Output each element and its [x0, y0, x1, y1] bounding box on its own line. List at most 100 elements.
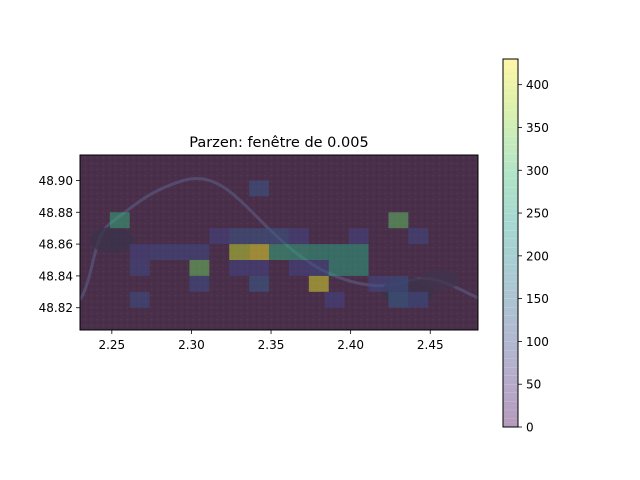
colorbar-band: [503, 302, 518, 308]
heatmap-cell: [388, 275, 409, 292]
colorbar-band: [503, 140, 518, 145]
colorbar-tick-label: 300: [526, 164, 549, 178]
colorbar-band: [503, 238, 518, 243]
map-park-west: [90, 227, 134, 253]
colorbar-band: [503, 114, 518, 119]
colorbar-band: [503, 243, 518, 248]
heatmap-cell: [189, 260, 210, 276]
heatmap-cell: [388, 291, 409, 308]
colorbar-band: [503, 106, 518, 111]
heatmap-cell: [189, 275, 210, 292]
colorbar-band: [503, 84, 518, 89]
colorbar-band: [503, 362, 518, 368]
heatmap-cell: [308, 244, 329, 260]
x-tick-label: 2.25: [98, 338, 125, 352]
colorbar-band: [503, 187, 518, 192]
plot-area: [79, 154, 479, 331]
colorbar-band: [503, 170, 518, 175]
colorbar-band: [503, 123, 518, 128]
heatmap-cell: [288, 228, 309, 245]
map-park-east-2: [420, 270, 460, 290]
colorbar-band: [503, 213, 518, 218]
colorbar-band: [503, 298, 518, 303]
x-tick-label: 2.30: [178, 338, 205, 352]
heatmap-cell: [288, 260, 309, 276]
heatmap-cell: [388, 212, 409, 229]
heatmap-cell: [169, 244, 190, 260]
colorbar-band: [503, 272, 518, 278]
colorbar-band: [503, 307, 518, 312]
heatmap-cell: [328, 260, 349, 276]
colorbar-tick-label: 0: [526, 421, 534, 435]
plot-frame: [79, 154, 479, 331]
x-axis: 2.25 2.30 2.35 2.40 2.45: [98, 330, 444, 352]
colorbar-tick-label: 100: [526, 335, 549, 349]
colorbar-band: [503, 268, 518, 273]
colorbar-band: [503, 127, 518, 132]
colorbar-tick-label: 400: [526, 78, 549, 92]
colorbar-band: [503, 174, 518, 179]
colorbar-band: [503, 285, 518, 291]
colorbar-band: [503, 251, 518, 256]
colorbar-band: [503, 388, 518, 393]
colorbar-band: [503, 208, 518, 214]
colorbar-band: [503, 153, 518, 158]
heatmap-cell: [348, 244, 369, 260]
heatmap-cell: [328, 244, 349, 260]
colorbar-band: [503, 379, 518, 385]
colorbar-band: [503, 414, 518, 419]
heatmap-cell: [129, 244, 150, 260]
chart-title: Parzen: fenêtre de 0.005: [189, 135, 368, 151]
heatmap-cell: [249, 244, 270, 260]
colorbar-band: [503, 76, 518, 81]
colorbar-band: [503, 93, 518, 98]
colorbar-band: [503, 328, 518, 333]
colorbar-band: [503, 191, 518, 196]
colorbar-band: [503, 311, 518, 316]
colorbar-band: [503, 260, 518, 265]
colorbar-band: [503, 409, 518, 415]
heatmap-cell: [269, 228, 289, 245]
colorbar-band: [503, 131, 518, 137]
y-tick-label: 48.86: [39, 238, 73, 252]
colorbar-band: [503, 136, 518, 141]
colorbar-band: [503, 337, 518, 342]
colorbar-band: [503, 281, 518, 286]
x-tick-label: 2.35: [258, 338, 285, 352]
heatmap-cell: [129, 260, 150, 276]
colorbar-band: [503, 422, 518, 427]
colorbar-band: [503, 178, 518, 184]
heatmap-cell: [229, 244, 250, 260]
colorbar-band: [503, 354, 518, 359]
colorbar-band: [503, 110, 518, 115]
colorbar-band: [503, 165, 518, 171]
heatmap-cells: [80, 155, 478, 330]
colorbar-band: [503, 59, 518, 64]
colorbar-band: [503, 341, 518, 346]
colorbar-band: [503, 371, 518, 376]
colorbar-band: [503, 384, 518, 389]
colorbar-band: [503, 144, 518, 149]
colorbar-band: [503, 97, 518, 102]
colorbar-band: [503, 324, 518, 329]
y-tick-label: 48.88: [39, 206, 73, 220]
colorbar-band: [503, 88, 518, 94]
colorbar-band: [503, 375, 518, 380]
colorbar-band: [503, 392, 518, 398]
colorbar-band: [503, 255, 518, 261]
colorbar-band: [503, 225, 518, 231]
colorbar-band: [503, 332, 518, 338]
x-tick-label: 2.45: [417, 338, 444, 352]
colorbar-band: [503, 294, 518, 299]
colorbar: 0 50 100 150 200 250 300 350 400: [502, 58, 549, 435]
heatmap-cell: [368, 275, 389, 292]
colorbar-band: [503, 358, 518, 363]
heatmap-cell: [229, 228, 250, 245]
heatmap-cell: [229, 260, 250, 276]
colorbar-band: [503, 183, 518, 188]
colorbar-band: [503, 345, 518, 350]
colorbar-band: [503, 63, 518, 68]
heatmap-cell: [249, 275, 270, 292]
heatmap-cell: [209, 228, 230, 245]
